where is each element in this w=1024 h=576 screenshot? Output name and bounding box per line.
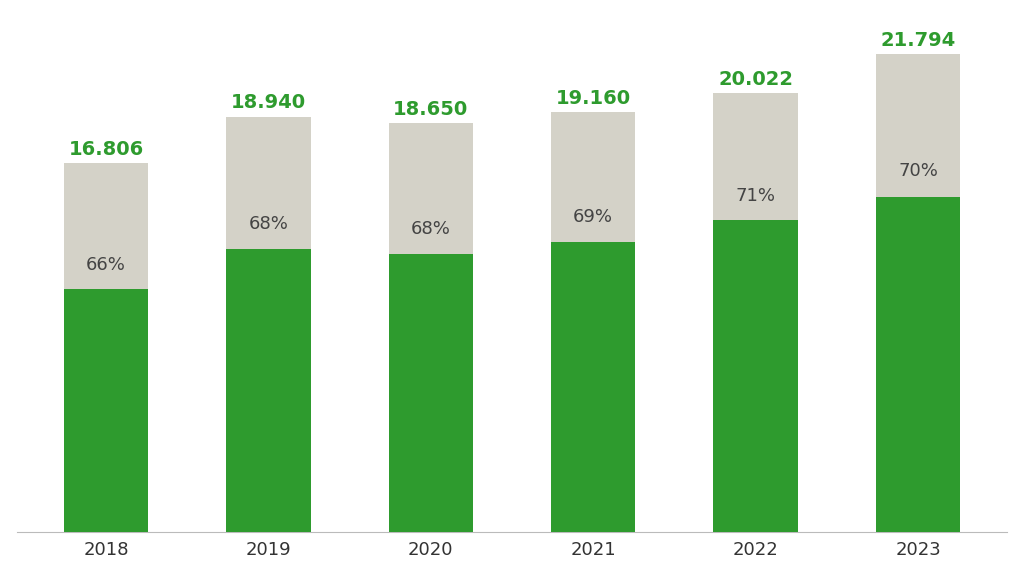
Bar bbox=[714, 93, 798, 220]
Text: 18.940: 18.940 bbox=[230, 93, 306, 112]
Text: 68%: 68% bbox=[249, 215, 289, 233]
Bar bbox=[63, 164, 148, 289]
Text: 21.794: 21.794 bbox=[881, 31, 955, 50]
Bar bbox=[388, 123, 473, 253]
Bar bbox=[226, 116, 310, 249]
Bar bbox=[226, 249, 310, 532]
Bar bbox=[63, 289, 148, 532]
Text: 16.806: 16.806 bbox=[69, 140, 143, 159]
Text: 69%: 69% bbox=[573, 209, 613, 226]
Bar bbox=[876, 198, 961, 532]
Bar bbox=[388, 253, 473, 532]
Text: 20.022: 20.022 bbox=[718, 70, 794, 89]
Text: 66%: 66% bbox=[86, 256, 126, 274]
Bar bbox=[551, 112, 636, 242]
Text: 68%: 68% bbox=[411, 220, 451, 238]
Text: 71%: 71% bbox=[735, 187, 775, 205]
Text: 70%: 70% bbox=[898, 162, 938, 180]
Bar bbox=[714, 220, 798, 532]
Text: 18.650: 18.650 bbox=[393, 100, 468, 119]
Text: 19.160: 19.160 bbox=[556, 89, 631, 108]
Bar bbox=[876, 54, 961, 198]
Bar bbox=[551, 242, 636, 532]
